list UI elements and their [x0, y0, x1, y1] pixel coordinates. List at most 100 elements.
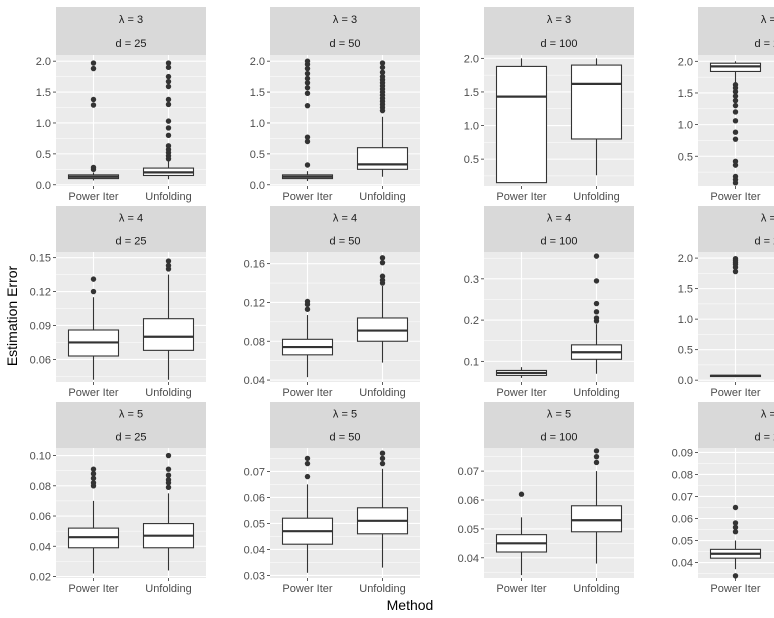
outlier-point: [304, 162, 311, 168]
strip-lambda-label: λ = 4: [547, 213, 571, 225]
boxplot-power-iter: [67, 60, 120, 181]
strip-lambda: [484, 206, 634, 229]
x-tick-label: Power Iter: [496, 191, 546, 203]
strip-d: [484, 31, 634, 55]
y-tick-label: 0.06: [672, 514, 693, 526]
outlier-point: [304, 90, 311, 97]
outlier-point: [732, 158, 739, 165]
outlier-point: [165, 466, 172, 472]
outlier-point: [304, 306, 311, 312]
strip-d-label: d = 200: [754, 236, 774, 248]
boxplot-power-iter: [281, 58, 334, 182]
strip-lambda: [698, 7, 774, 31]
outlier-point: [165, 64, 172, 71]
y-tick-label: 0.08: [672, 469, 693, 481]
y-tick-label: 0.03: [244, 570, 265, 582]
strip-d: [270, 425, 420, 448]
strip-lambda-label: λ = 3: [547, 14, 571, 26]
boxplot-power-iter: [709, 504, 762, 579]
outlier-point: [304, 455, 311, 462]
y-tick-label: 0.04: [244, 544, 265, 556]
outlier-point: [304, 473, 311, 480]
outlier-point: [593, 459, 600, 466]
outlier-point: [304, 65, 311, 72]
outlier-point: [379, 60, 386, 66]
strip-d-label: d = 50: [330, 38, 361, 50]
x-tick-label: Power Iter: [710, 191, 760, 203]
facet-panel: λ = 3 d = 100 0.5 1.0 1.5 2.0 Power Iter Unfold…: [464, 7, 634, 203]
strip-lambda-label: λ = 4: [333, 213, 357, 225]
outlier-point: [732, 129, 739, 135]
y-tick-label: 0.06: [30, 511, 51, 523]
y-tick-label: 0.05: [458, 524, 479, 536]
outlier-point: [732, 102, 739, 109]
box-iqr: [142, 318, 195, 351]
y-tick-label: 0.05: [244, 518, 265, 530]
outlier-point: [379, 460, 386, 467]
outlier-point: [732, 268, 739, 275]
y-tick-label: 0.12: [244, 297, 265, 309]
outlier-point: [593, 448, 600, 454]
outlier-point: [165, 101, 172, 108]
boxplot-unfolding: [570, 253, 623, 374]
y-tick-label: 0.5: [36, 149, 51, 161]
boxplot-unfolding: [142, 258, 195, 380]
y-tick-label: 0.1: [464, 356, 479, 368]
outlier-point: [304, 70, 311, 77]
boxplot-unfolding: [142, 60, 195, 180]
y-tick-label: 0.06: [458, 495, 479, 507]
boxplot-unfolding: [142, 452, 195, 571]
outlier-point: [732, 520, 739, 526]
outlier-point: [379, 450, 386, 456]
outlier-point: [90, 96, 97, 103]
boxplot-power-iter: [67, 466, 120, 574]
plot-background: [56, 55, 206, 186]
strip-lambda: [270, 206, 420, 229]
outlier-point: [379, 259, 386, 266]
outlier-point: [304, 85, 311, 91]
outlier-point: [732, 573, 739, 579]
outlier-point: [165, 146, 172, 153]
outlier-point: [593, 253, 600, 259]
outlier-point: [732, 504, 739, 511]
y-tick-label: 0.02: [30, 571, 51, 583]
strip-lambda-label: λ = 4: [761, 213, 774, 225]
strip-lambda-label: λ = 3: [761, 14, 774, 26]
outlier-point: [593, 309, 600, 315]
x-axis-title: Method: [387, 597, 434, 613]
outlier-point: [593, 278, 600, 284]
outlier-point: [379, 455, 386, 462]
y-tick-label: 0.04: [672, 558, 693, 570]
outlier-point: [90, 60, 97, 66]
y-tick-label: 0.08: [30, 481, 51, 493]
y-tick-label: 0.05: [672, 536, 693, 548]
box-iqr: [570, 64, 623, 140]
strip-d-label: d = 50: [330, 432, 361, 444]
y-tick-label: 0.5: [464, 154, 479, 166]
outlier-point: [90, 276, 97, 282]
outlier-point: [593, 300, 600, 307]
x-tick-label: Unfolding: [359, 387, 405, 399]
y-tick-label: 0.5: [250, 149, 265, 161]
strip-lambda: [56, 206, 206, 229]
facet-panel: λ = 4 d = 25 0.06 0.09 0.12 0.15 Power Iter Unf…: [30, 206, 206, 399]
outlier-point: [379, 73, 386, 80]
x-tick-label: Unfolding: [145, 583, 191, 595]
panel-grid: λ = 3 d = 25 0.0 0.5 1.0 1.5 2.0 Power Iter Unfo…: [30, 7, 774, 595]
y-tick-label: 1.0: [36, 118, 51, 130]
strip-lambda-label: λ = 5: [547, 409, 571, 421]
facet-panel: λ = 5 d = 100 0.04 0.05 0.06 0.07 Power Iter Un…: [458, 402, 634, 595]
x-tick-label: Power Iter: [496, 387, 546, 399]
outlier-point: [165, 118, 172, 124]
y-tick-label: 1.5: [36, 87, 51, 99]
outlier-point: [732, 162, 739, 168]
strip-lambda: [698, 402, 774, 425]
plot-background: [56, 448, 206, 578]
outlier-point: [165, 452, 172, 459]
outlier-point: [379, 64, 386, 71]
box-iqr: [495, 65, 548, 184]
y-tick-label: 0.04: [30, 541, 51, 553]
outlier-point: [304, 58, 311, 64]
boxplot-unfolding: [356, 255, 409, 363]
